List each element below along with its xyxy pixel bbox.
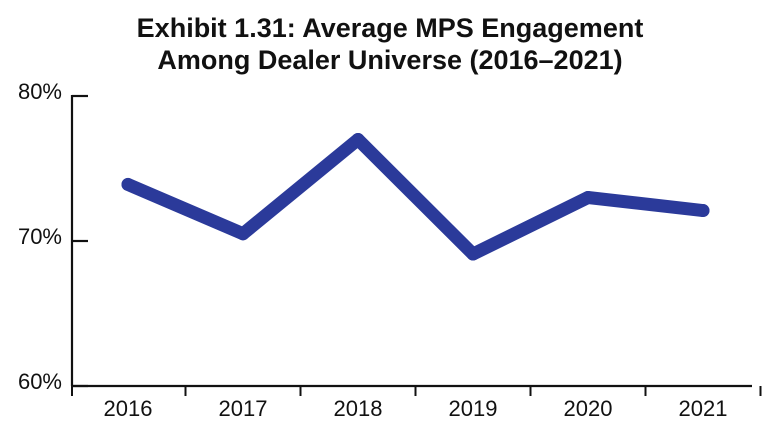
data-point (466, 247, 480, 261)
chart-title-line-2: Among Dealer Universe (2016–2021) (157, 45, 623, 75)
y-tick-label: 70% (18, 224, 62, 249)
data-point (351, 133, 365, 146)
y-tick-label: 80% (18, 79, 62, 104)
series-line (121, 133, 710, 261)
y-tick-label: 60% (18, 369, 62, 394)
x-tick-label: 2021 (679, 396, 728, 421)
data-point (121, 177, 135, 191)
data-point (581, 191, 595, 204)
chart-title: Exhibit 1.31: Average MPS Engagement Amo… (0, 12, 780, 76)
x-tick-label: 2016 (104, 396, 153, 421)
axes (70, 94, 762, 396)
series-layer (121, 133, 710, 261)
data-point (236, 227, 250, 241)
tick-labels: 80% 70% 60% 2016 2017 2018 2019 2020 2021 (18, 79, 728, 421)
x-tick-label: 2019 (449, 396, 498, 421)
data-point (696, 204, 710, 218)
x-tick-label: 2018 (334, 396, 383, 421)
chart-title-line-1: Exhibit 1.31: Average MPS Engagement (136, 13, 644, 43)
x-tick-label: 2020 (564, 396, 613, 421)
x-tick-label: 2017 (219, 396, 268, 421)
